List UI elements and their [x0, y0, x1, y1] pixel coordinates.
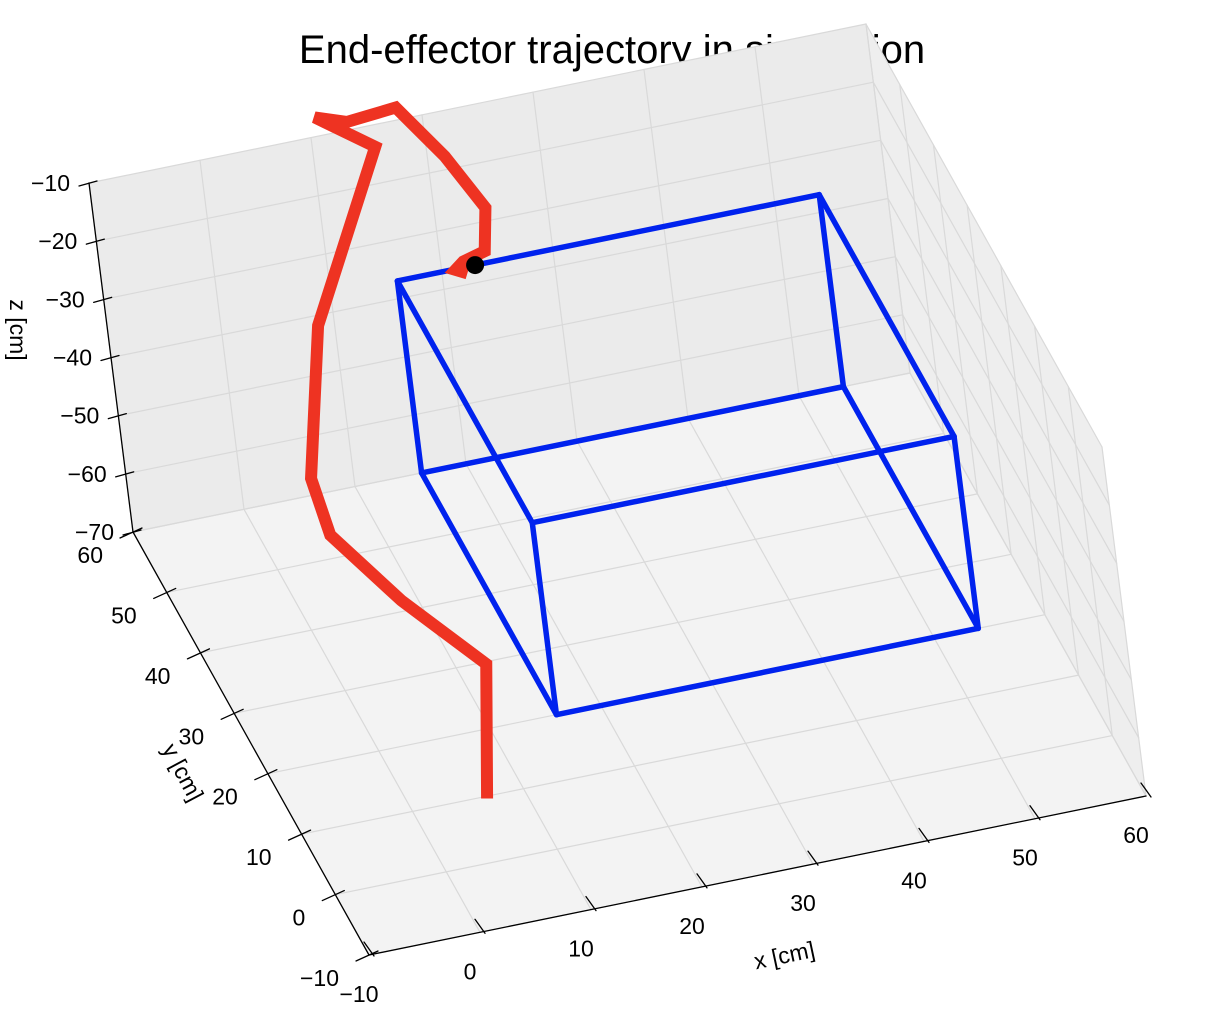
box-edge: [816, 191, 957, 440]
x-tick-label: 30: [790, 890, 816, 916]
y-tick: [321, 889, 345, 902]
grid-line: [117, 256, 896, 417]
grid-line: [354, 485, 592, 911]
box-edge: [394, 278, 425, 476]
z-tick: [93, 296, 113, 303]
grid-line: [465, 463, 703, 888]
box-edge: [418, 470, 560, 718]
x-tick-label: 60: [1123, 822, 1149, 848]
data-series: [304, 100, 982, 799]
y-tick: [186, 648, 211, 660]
grid-line: [125, 314, 904, 475]
z-tick: [78, 180, 98, 187]
y-tick: [254, 769, 278, 781]
y-tick-label: 20: [212, 784, 238, 810]
x-tick: [1140, 782, 1152, 798]
x-tick: [474, 918, 486, 934]
x-tick: [1029, 805, 1041, 821]
z-tick: [107, 413, 127, 420]
x-tick-label: 20: [679, 913, 705, 939]
y-tick: [355, 950, 379, 962]
grid-line: [872, 81, 1110, 506]
z-tick-label: −30: [46, 286, 85, 312]
y-tick-label: 10: [246, 844, 272, 870]
x-tick: [696, 873, 708, 889]
x-tick-label: 0: [464, 958, 477, 984]
x-tick: [918, 827, 930, 844]
box-edge: [418, 383, 847, 476]
grid-line: [199, 493, 979, 654]
z-tick-label: −20: [38, 228, 77, 254]
y-tick-label: −10: [300, 965, 339, 991]
grid-line: [243, 508, 481, 933]
grid-line: [576, 440, 814, 865]
x-tick: [585, 895, 597, 912]
x-tick: [807, 850, 819, 866]
grid-line: [887, 197, 1125, 623]
box-edge: [529, 433, 957, 526]
y-tick-label: 60: [77, 542, 103, 568]
box-edge: [529, 519, 560, 718]
z-tick: [122, 529, 142, 536]
x-tick-label: −10: [339, 981, 378, 1007]
y-tick-label: 50: [111, 602, 137, 628]
grid-line: [110, 197, 889, 359]
z-tick-label: −10: [31, 170, 70, 196]
grid-line: [894, 256, 1132, 681]
x-tick-label: 50: [1012, 845, 1038, 871]
grid-line: [687, 417, 925, 843]
y-tick: [220, 708, 244, 720]
grid-line: [798, 395, 1036, 820]
grid-line: [865, 23, 1103, 448]
y-tick: [153, 587, 177, 600]
tick-marks: [78, 180, 1152, 962]
grid-line: [233, 553, 1012, 714]
z-tick-label: −40: [53, 345, 92, 371]
z-tick-label: −70: [75, 519, 114, 545]
grid-line: [95, 81, 874, 242]
grid-line: [88, 23, 867, 184]
z-tick-label: −60: [68, 461, 107, 487]
axis-panes: [89, 24, 1146, 955]
y-tick: [287, 829, 312, 841]
y-tick-label: 30: [179, 723, 205, 749]
tick-labels: −10 0 10 20 30 40 50 60 −10 0 10 20 30 40 50 60 −10 −20 −3…: [31, 170, 1149, 1007]
box-edge: [816, 191, 847, 390]
box-edge: [840, 383, 982, 632]
start-marker: [466, 256, 485, 275]
y-tick-label: 40: [145, 663, 171, 689]
z-axis-label: z [cm]: [5, 299, 31, 360]
box-edge: [394, 278, 536, 526]
grid-line: [909, 372, 1147, 797]
grid-line: [300, 674, 1080, 835]
y-axis-line: [132, 531, 370, 956]
grid-line: [103, 139, 882, 300]
grid-line: [880, 139, 1118, 564]
z-tick: [115, 471, 135, 478]
box-edge: [951, 433, 982, 632]
grid-line: [166, 432, 945, 594]
z-tick-label: −50: [60, 403, 99, 429]
x-axis-line: [368, 795, 1147, 956]
floor-pane: [133, 373, 1146, 955]
z-tick: [85, 238, 105, 245]
x-axis-label: x [cm]: [752, 936, 817, 974]
z-tick: [100, 354, 120, 362]
x-tick-label: 40: [901, 867, 927, 893]
grid-line: [902, 314, 1140, 739]
grid-line: [334, 734, 1113, 896]
y-tick-label: 0: [292, 905, 305, 931]
x-tick-label: 10: [568, 936, 594, 962]
box-edge: [553, 625, 982, 718]
